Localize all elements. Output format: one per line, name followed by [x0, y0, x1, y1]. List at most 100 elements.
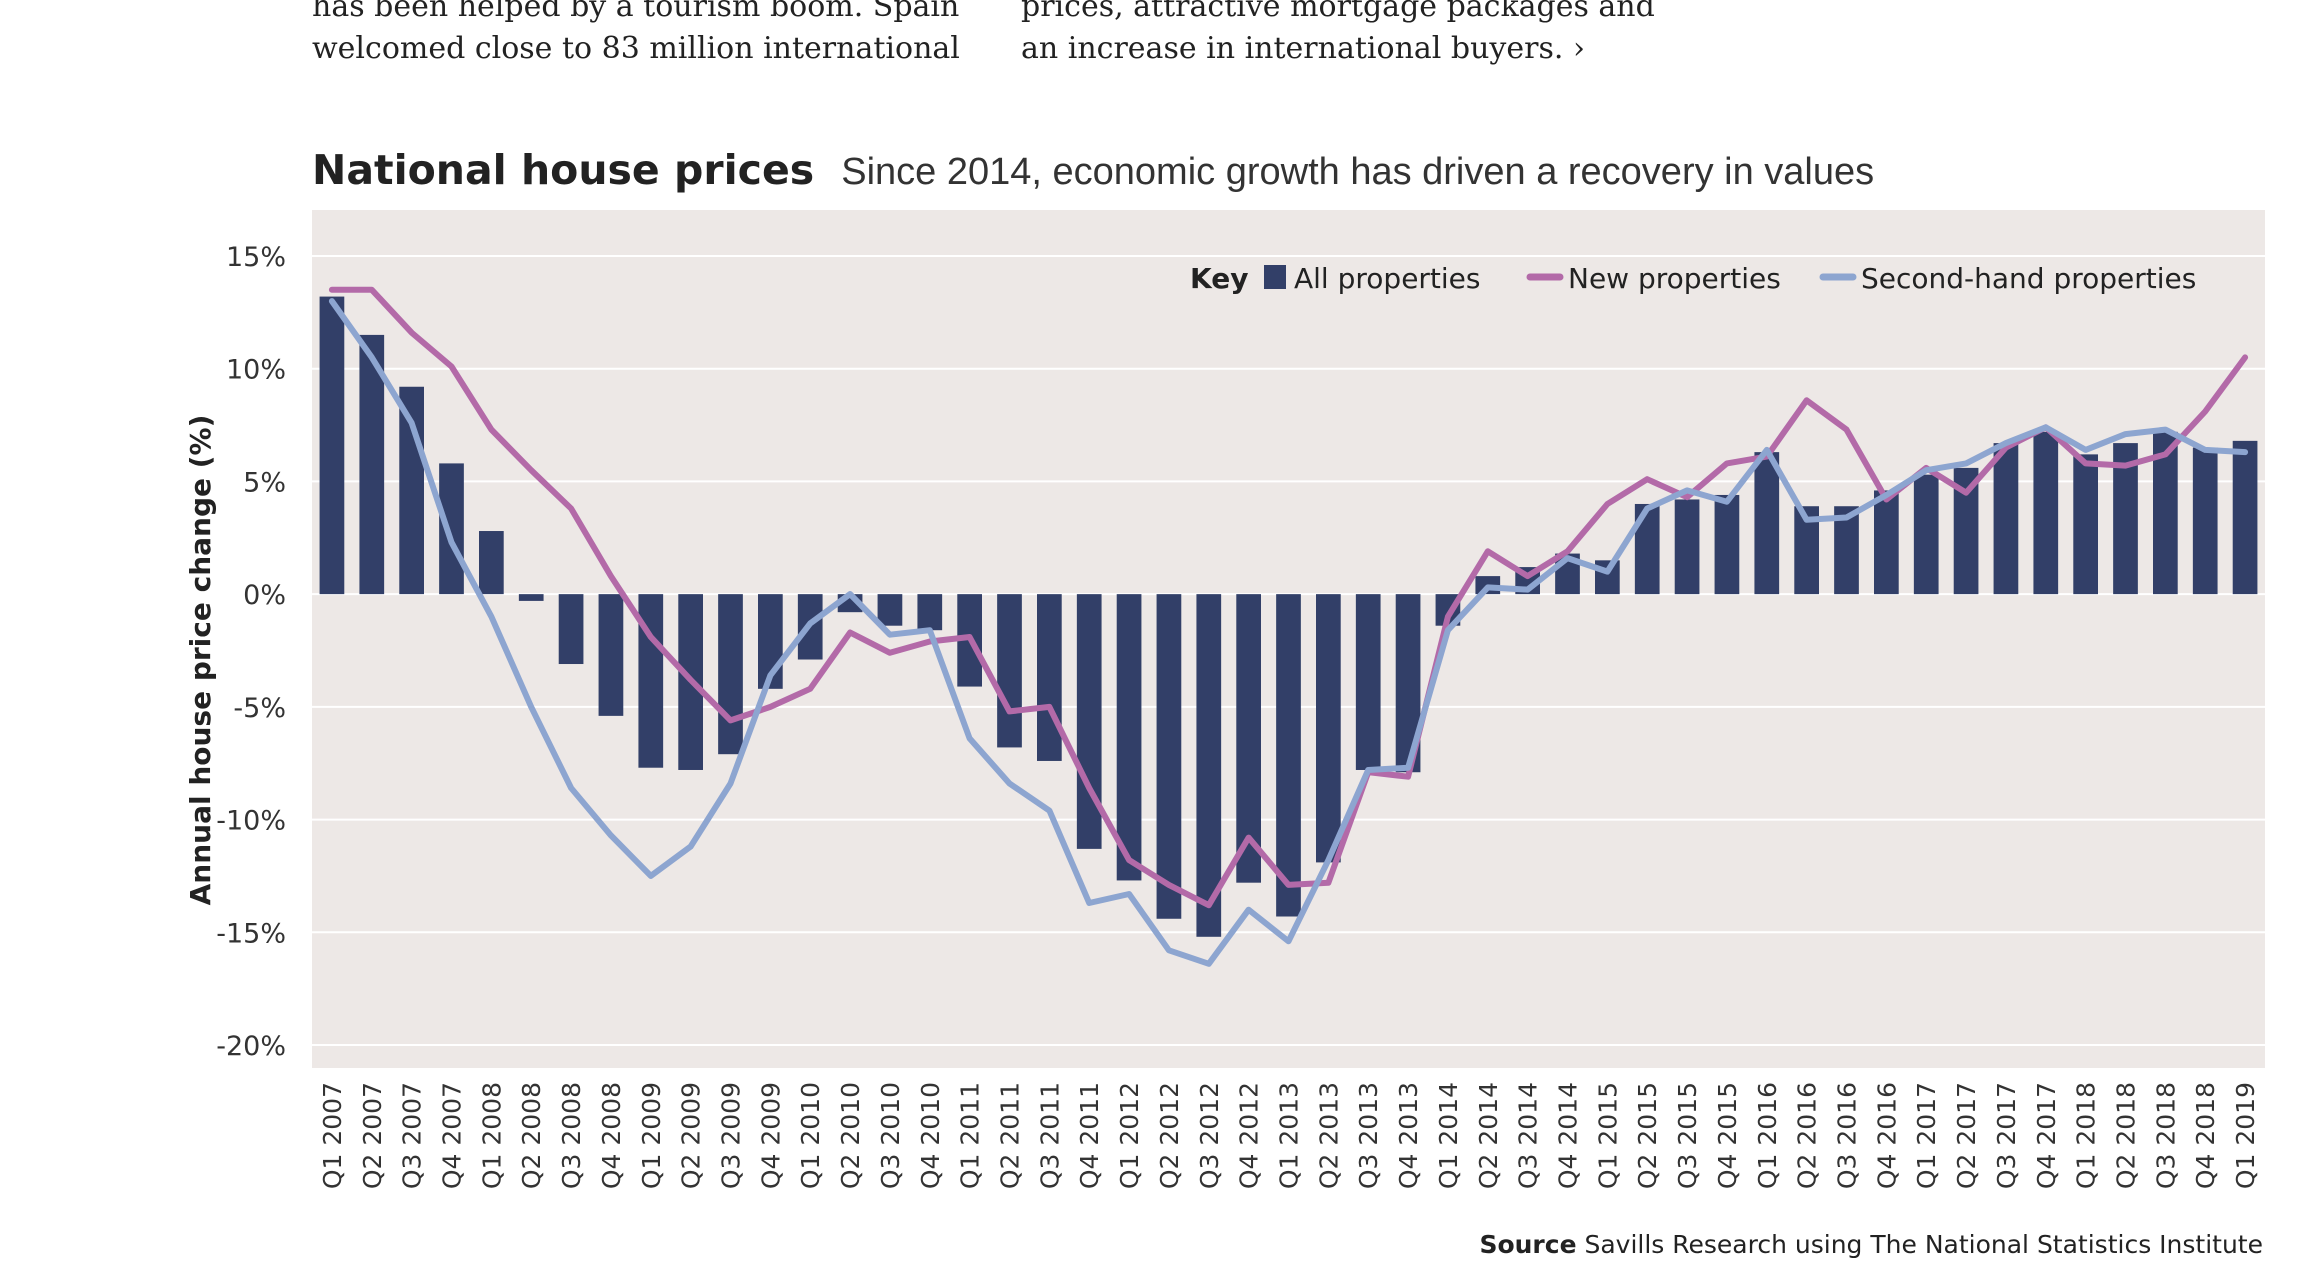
bar — [2232, 440, 2258, 595]
x-tick-label: Q1 2019 — [2231, 1082, 2260, 1189]
x-tick-label: Q1 2015 — [1593, 1082, 1622, 1189]
x-tick-label: Q3 2015 — [1673, 1082, 1702, 1189]
intro-right-line-1: prices, attractive mortgage packages and — [1021, 0, 1655, 24]
legend: Key All properties New properties Second… — [1190, 262, 2196, 295]
intro-right-line-2[interactable]: an increase in international buyers. › — [1021, 31, 1585, 66]
bar — [1196, 594, 1222, 937]
x-tick-label: Q1 2018 — [2072, 1082, 2101, 1189]
source-label: Source — [1479, 1230, 1577, 1259]
x-tick-label: Q4 2013 — [1394, 1082, 1423, 1189]
x-tick-label: Q1 2017 — [1912, 1082, 1941, 1189]
bar — [518, 594, 544, 601]
x-tick-label: Q2 2009 — [677, 1082, 706, 1189]
x-tick-label: Q4 2009 — [756, 1082, 785, 1189]
x-tick-label: Q3 2007 — [398, 1082, 427, 1189]
x-tick-label: Q3 2011 — [1035, 1082, 1064, 1189]
y-tick-label: -10% — [216, 806, 286, 837]
legend-swatch-all-properties — [1264, 265, 1286, 289]
bar — [1674, 499, 1700, 595]
x-tick-label: Q2 2008 — [517, 1082, 546, 1189]
y-tick-label: -20% — [216, 1031, 286, 1062]
bar — [1037, 594, 1062, 761]
y-tick-label: -15% — [216, 918, 286, 949]
legend-key-label: Key — [1190, 262, 1248, 295]
y-tick-label: 5% — [243, 467, 286, 498]
bar — [1754, 452, 1780, 595]
x-tick-label: Q3 2008 — [557, 1082, 586, 1189]
bar — [558, 594, 584, 665]
bar — [2192, 447, 2218, 595]
x-tick-label: Q4 2015 — [1713, 1082, 1742, 1189]
x-tick-label: Q1 2013 — [1275, 1082, 1304, 1189]
y-tick-label: -5% — [233, 693, 286, 724]
x-tick-label: Q4 2011 — [1075, 1082, 1104, 1189]
bar — [1595, 560, 1620, 595]
line-second-hand-properties — [328, 298, 2249, 967]
x-tick-label: Q3 2017 — [1992, 1082, 2021, 1189]
intro-text-right[interactable]: prices, attractive mortgage packages and… — [1021, 0, 1655, 70]
bar — [1236, 594, 1261, 883]
y-axis-ticks: 15% 10% 5% 0% -5% -10% -15% -20% — [216, 242, 286, 1062]
bar — [598, 594, 624, 716]
bar — [1116, 594, 1142, 881]
x-tick-label: Q2 2011 — [996, 1082, 1025, 1189]
source-text: Savills Research using The National Stat… — [1584, 1230, 2263, 1259]
chart-title: National house prices — [312, 146, 815, 194]
x-tick-label: Q1 2010 — [796, 1082, 825, 1189]
chart-header: National house prices Since 2014, econom… — [312, 146, 1874, 194]
bar — [1156, 594, 1182, 919]
bar — [479, 531, 504, 595]
bar — [877, 594, 903, 626]
x-tick-label: Q3 2009 — [717, 1082, 746, 1189]
y-axis-label: Annual house price change (%) — [184, 415, 217, 906]
bar — [319, 296, 345, 595]
bar — [718, 594, 743, 755]
chart-subtitle: Since 2014, economic growth has driven a… — [841, 151, 1875, 193]
bar — [2033, 431, 2059, 595]
x-tick-label: Q2 2015 — [1633, 1082, 1662, 1189]
x-tick-label: Q4 2016 — [1872, 1082, 1901, 1189]
x-tick-label: Q3 2012 — [1195, 1082, 1224, 1189]
x-tick-label: Q2 2012 — [1155, 1082, 1184, 1189]
x-tick-label: Q1 2011 — [956, 1082, 985, 1189]
bar — [997, 594, 1022, 748]
x-tick-label: Q1 2014 — [1434, 1082, 1463, 1189]
x-tick-label: Q2 2010 — [836, 1082, 865, 1189]
x-tick-label: Q4 2008 — [597, 1082, 626, 1189]
x-tick-label: Q2 2017 — [1952, 1082, 1981, 1189]
x-tick-label: Q3 2018 — [2151, 1082, 2180, 1189]
x-tick-label: Q3 2014 — [1514, 1082, 1543, 1189]
bar — [1874, 490, 1899, 595]
intro-text-left: has been helped by a tourism boom. Spain… — [312, 0, 960, 70]
bar — [1993, 443, 2019, 595]
bar — [2073, 454, 2098, 595]
y-tick-label: 10% — [226, 355, 286, 386]
x-tick-label: Q1 2007 — [318, 1082, 347, 1189]
y-tick-label: 0% — [243, 580, 286, 611]
x-tick-label: Q4 2017 — [2032, 1082, 2061, 1189]
bar — [439, 463, 464, 595]
bar — [1316, 594, 1341, 863]
legend-label-new-properties: New properties — [1568, 262, 1781, 295]
x-tick-label: Q2 2007 — [358, 1082, 387, 1189]
x-tick-label: Q1 2012 — [1115, 1082, 1144, 1189]
x-tick-label: Q3 2010 — [876, 1082, 905, 1189]
source-note: Source Savills Research using The Nation… — [1479, 1230, 2263, 1259]
lines-layer — [328, 286, 2249, 967]
y-tick-label: 15% — [226, 242, 286, 273]
legend-label-all-properties: All properties — [1294, 262, 1481, 295]
x-axis-ticks: Q1 2007 Q2 2007 Q3 2007 Q4 2007 Q1 2008 Q2 20… — [318, 1082, 2260, 1189]
x-tick-label: Q2 2014 — [1474, 1082, 1503, 1189]
x-tick-label: Q3 2016 — [1833, 1082, 1862, 1189]
intro-left-line-2: welcomed close to 83 million internation… — [312, 31, 960, 66]
x-tick-label: Q2 2016 — [1793, 1082, 1822, 1189]
intro-left-line-1: has been helped by a tourism boom. Spain — [312, 0, 960, 24]
x-tick-label: Q4 2010 — [916, 1082, 945, 1189]
legend-label-second-hand-properties: Second-hand properties — [1861, 262, 2196, 295]
x-tick-label: Q1 2009 — [637, 1082, 666, 1189]
x-tick-label: Q4 2012 — [1235, 1082, 1264, 1189]
bar — [1355, 594, 1381, 770]
bar — [1076, 594, 1102, 849]
bar — [917, 594, 943, 631]
